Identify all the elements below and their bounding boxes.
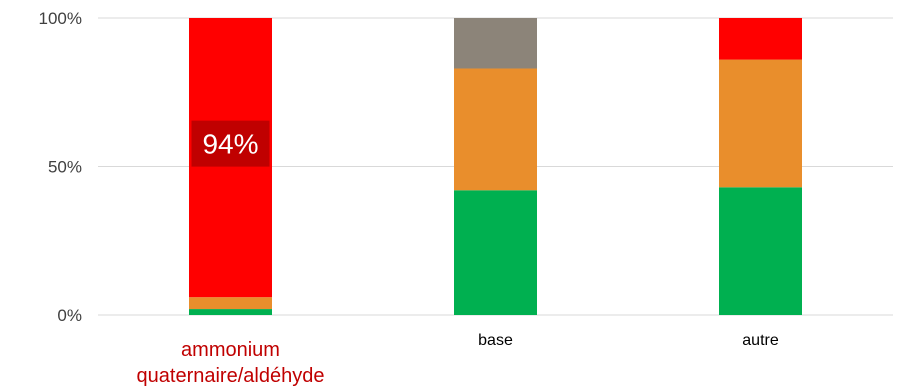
bar-segment bbox=[719, 59, 802, 188]
x-category-label: autre bbox=[742, 332, 779, 349]
data-label-background bbox=[191, 120, 270, 167]
x-category-label: base bbox=[478, 332, 513, 349]
bar-segment bbox=[719, 187, 802, 315]
bar-segment bbox=[719, 18, 802, 60]
data-label: 94% bbox=[202, 129, 258, 160]
y-tick-label: 100% bbox=[39, 9, 82, 28]
x-category-label: quaternaire/aldéhyde bbox=[137, 365, 325, 387]
bar-segment bbox=[454, 190, 537, 315]
y-tick-label: 0% bbox=[57, 306, 82, 325]
bar-segment bbox=[454, 68, 537, 191]
bar-segment bbox=[189, 309, 272, 315]
x-category-label: ammonium bbox=[181, 339, 280, 361]
y-tick-label: 50% bbox=[48, 158, 82, 177]
bar-segment bbox=[189, 297, 272, 310]
bar-segment bbox=[454, 18, 537, 69]
